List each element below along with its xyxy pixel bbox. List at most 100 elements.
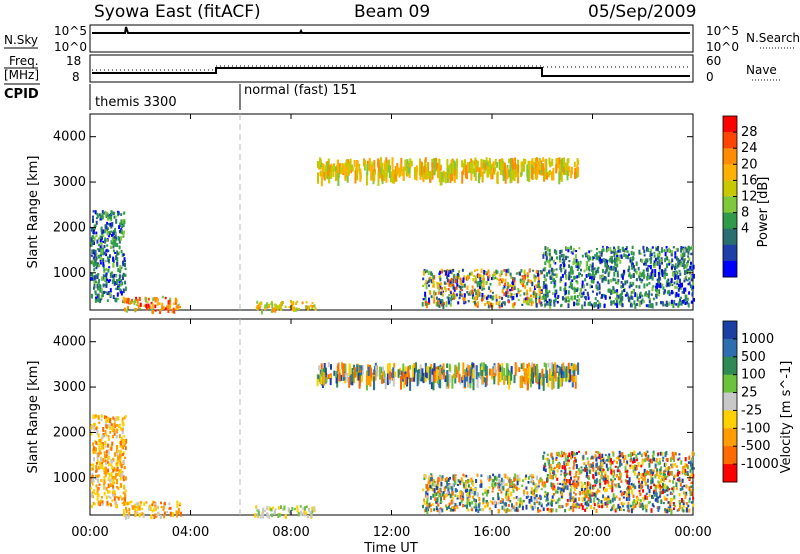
scatter-cell bbox=[438, 509, 441, 515]
scatter-cell bbox=[119, 264, 122, 270]
scatter-cell bbox=[643, 249, 646, 254]
scatter-cell bbox=[121, 502, 124, 505]
scatter-cell bbox=[510, 172, 513, 183]
scatter-cell bbox=[122, 475, 125, 479]
scatter-cell bbox=[573, 275, 576, 280]
scatter-cell bbox=[101, 293, 104, 297]
scatter-cell bbox=[100, 288, 103, 293]
scatter-cell bbox=[112, 484, 115, 489]
scatter-cell bbox=[614, 508, 617, 513]
scatter-cell bbox=[454, 481, 457, 485]
scatter-cell bbox=[105, 418, 108, 424]
scatter-cell bbox=[489, 294, 492, 299]
scatter-cell bbox=[668, 301, 671, 306]
scatter-cell bbox=[122, 440, 124, 443]
scatter-cell bbox=[588, 463, 591, 469]
scatter-cell bbox=[442, 170, 445, 179]
scatter-cell bbox=[456, 483, 459, 486]
scatter-cell bbox=[439, 270, 442, 275]
scatter-cell bbox=[177, 307, 180, 310]
scatter-cell bbox=[575, 472, 578, 478]
scatter-cell bbox=[449, 171, 452, 184]
scatter-cell bbox=[625, 497, 628, 501]
scatter-cell bbox=[481, 298, 483, 302]
scatter-cell bbox=[314, 307, 317, 311]
scatter-cell bbox=[571, 483, 574, 486]
scatter-cell bbox=[660, 478, 663, 483]
scatter-cell bbox=[422, 298, 425, 301]
scatter-cell bbox=[587, 254, 590, 259]
scatter-cell bbox=[498, 295, 501, 300]
scatter-cell bbox=[271, 513, 273, 518]
scatter-cell bbox=[538, 298, 541, 304]
scatter-cell bbox=[167, 304, 170, 309]
scatter-cell bbox=[434, 496, 437, 500]
scatter-cell bbox=[586, 457, 589, 460]
scatter-cell bbox=[467, 365, 470, 371]
scatter-cell bbox=[472, 278, 475, 282]
scatter-cell bbox=[457, 301, 460, 305]
scatter-cell bbox=[673, 299, 676, 305]
scatter-cell bbox=[536, 475, 539, 481]
scatter-cell bbox=[629, 466, 632, 470]
scatter-cell bbox=[404, 159, 407, 171]
scatter-cell bbox=[572, 248, 575, 253]
scatter-cell bbox=[168, 502, 171, 506]
scatter-cell bbox=[161, 302, 164, 308]
scatter-cell bbox=[619, 476, 622, 480]
scatter-cell bbox=[329, 378, 332, 386]
scatter-cell bbox=[687, 250, 690, 255]
scatter-cell bbox=[446, 491, 449, 495]
scatter-cell bbox=[675, 248, 678, 251]
scatter-cell bbox=[534, 505, 536, 509]
scatter-cell bbox=[119, 468, 122, 474]
scatter-cell bbox=[506, 285, 509, 289]
velocity-plot-frame bbox=[89, 318, 694, 516]
scatter-cell bbox=[353, 367, 356, 378]
scatter-cell bbox=[308, 508, 310, 512]
scatter-cell bbox=[176, 512, 179, 518]
scatter-cell bbox=[602, 476, 605, 482]
scatter-cell bbox=[256, 304, 259, 308]
scatter-cell bbox=[501, 482, 504, 487]
scatter-cell bbox=[632, 494, 635, 498]
scatter-cell bbox=[685, 502, 688, 505]
scatter-cell bbox=[103, 415, 106, 420]
scatter-cell bbox=[630, 296, 633, 300]
scatter-cell bbox=[653, 260, 656, 265]
scatter-cell bbox=[462, 296, 465, 301]
scatter-cell bbox=[110, 271, 113, 277]
scatter-cell bbox=[642, 472, 645, 477]
scatter-cell bbox=[476, 301, 479, 306]
scatter-cell bbox=[555, 457, 558, 461]
scatter-cell bbox=[546, 292, 549, 298]
scatter-cell bbox=[99, 245, 102, 250]
scatter-cell bbox=[635, 454, 638, 460]
scatter-cell bbox=[683, 270, 686, 275]
scatter-cell bbox=[530, 499, 533, 503]
nave-tick-top: 60 bbox=[706, 54, 721, 68]
scatter-cell bbox=[424, 157, 427, 163]
scatter-cell bbox=[562, 485, 565, 491]
scatter-cell bbox=[681, 282, 683, 288]
scatter-cell bbox=[688, 281, 691, 286]
scatter-cell bbox=[573, 452, 576, 456]
scatter-cell bbox=[677, 275, 680, 280]
scatter-cell bbox=[553, 285, 556, 289]
scatter-cell bbox=[451, 506, 454, 509]
scatter-cell bbox=[470, 162, 472, 174]
y-tick-label: 2000 bbox=[53, 425, 86, 440]
scatter-cell bbox=[620, 463, 623, 466]
scatter-cell bbox=[130, 300, 133, 304]
scatter-cell bbox=[448, 300, 451, 305]
scatter-cell bbox=[115, 496, 118, 499]
scatter-cell bbox=[583, 462, 586, 466]
scatter-cell bbox=[484, 488, 487, 493]
scatter-cell bbox=[317, 172, 319, 184]
scatter-cell bbox=[521, 484, 524, 487]
scatter-cell bbox=[336, 172, 339, 181]
scatter-cell bbox=[113, 236, 116, 239]
scatter-cell bbox=[686, 263, 689, 266]
scatter-cell bbox=[334, 166, 337, 172]
scatter-cell bbox=[571, 295, 574, 301]
